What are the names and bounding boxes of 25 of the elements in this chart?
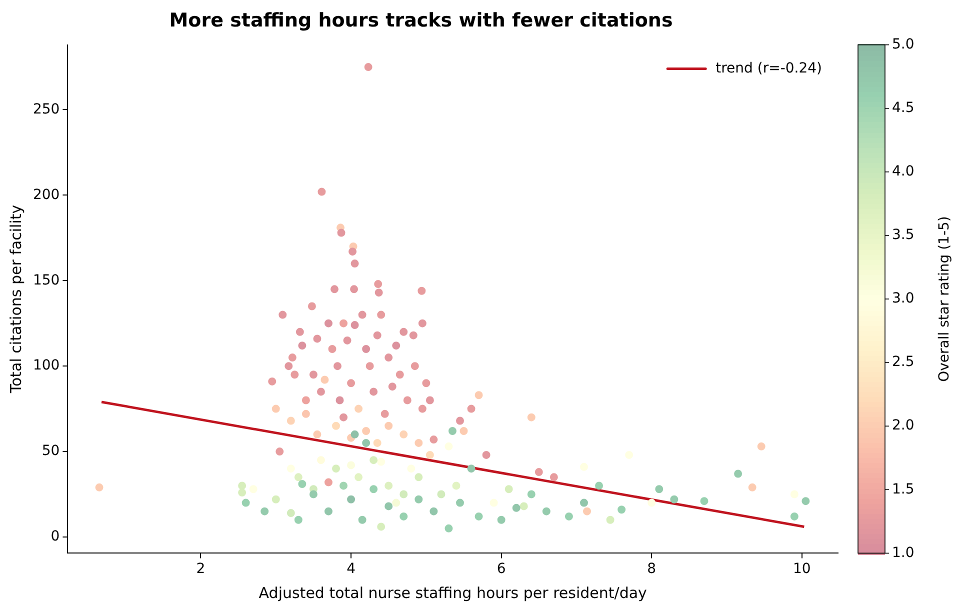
x-axis-title: Adjusted total nurse staffing hours per resident/day [258, 584, 648, 602]
y-tick-label: 250 [32, 101, 60, 118]
y-tick-label: 200 [32, 186, 60, 203]
color-bar-label: 1.5 [892, 481, 914, 498]
color-bar-label: 3.5 [892, 227, 914, 244]
color-bar-label: 2.5 [892, 354, 914, 370]
color-bar-title: Overall star rating (1-5) [936, 216, 953, 382]
y-tick-label: 150 [32, 272, 60, 288]
color-bar-label: 1.0 [892, 544, 914, 561]
legend-label: trend (r=-0.24) [716, 60, 822, 76]
y-tick-label: 50 [42, 443, 60, 460]
color-bar-label: 2.0 [892, 418, 914, 434]
y-tick-label: 100 [32, 358, 60, 374]
x-tick-label: 8 [647, 561, 656, 578]
chart-title: More staffing hours tracks with fewer citations [169, 9, 673, 32]
x-tick-label: 4 [346, 561, 356, 578]
color-bar-label: 4.5 [892, 100, 914, 116]
x-tick-label: 6 [496, 561, 506, 578]
color-bar-label: 4.0 [892, 164, 914, 180]
y-tick-label: 0 [50, 528, 60, 545]
y-axis-title: Total citations per facility [6, 204, 25, 394]
color-bar-label: 5.0 [892, 36, 914, 52]
x-tick-label: 2 [196, 561, 206, 578]
color-bar-label: 3.0 [892, 290, 914, 307]
x-tick-label: 10 [793, 561, 811, 578]
